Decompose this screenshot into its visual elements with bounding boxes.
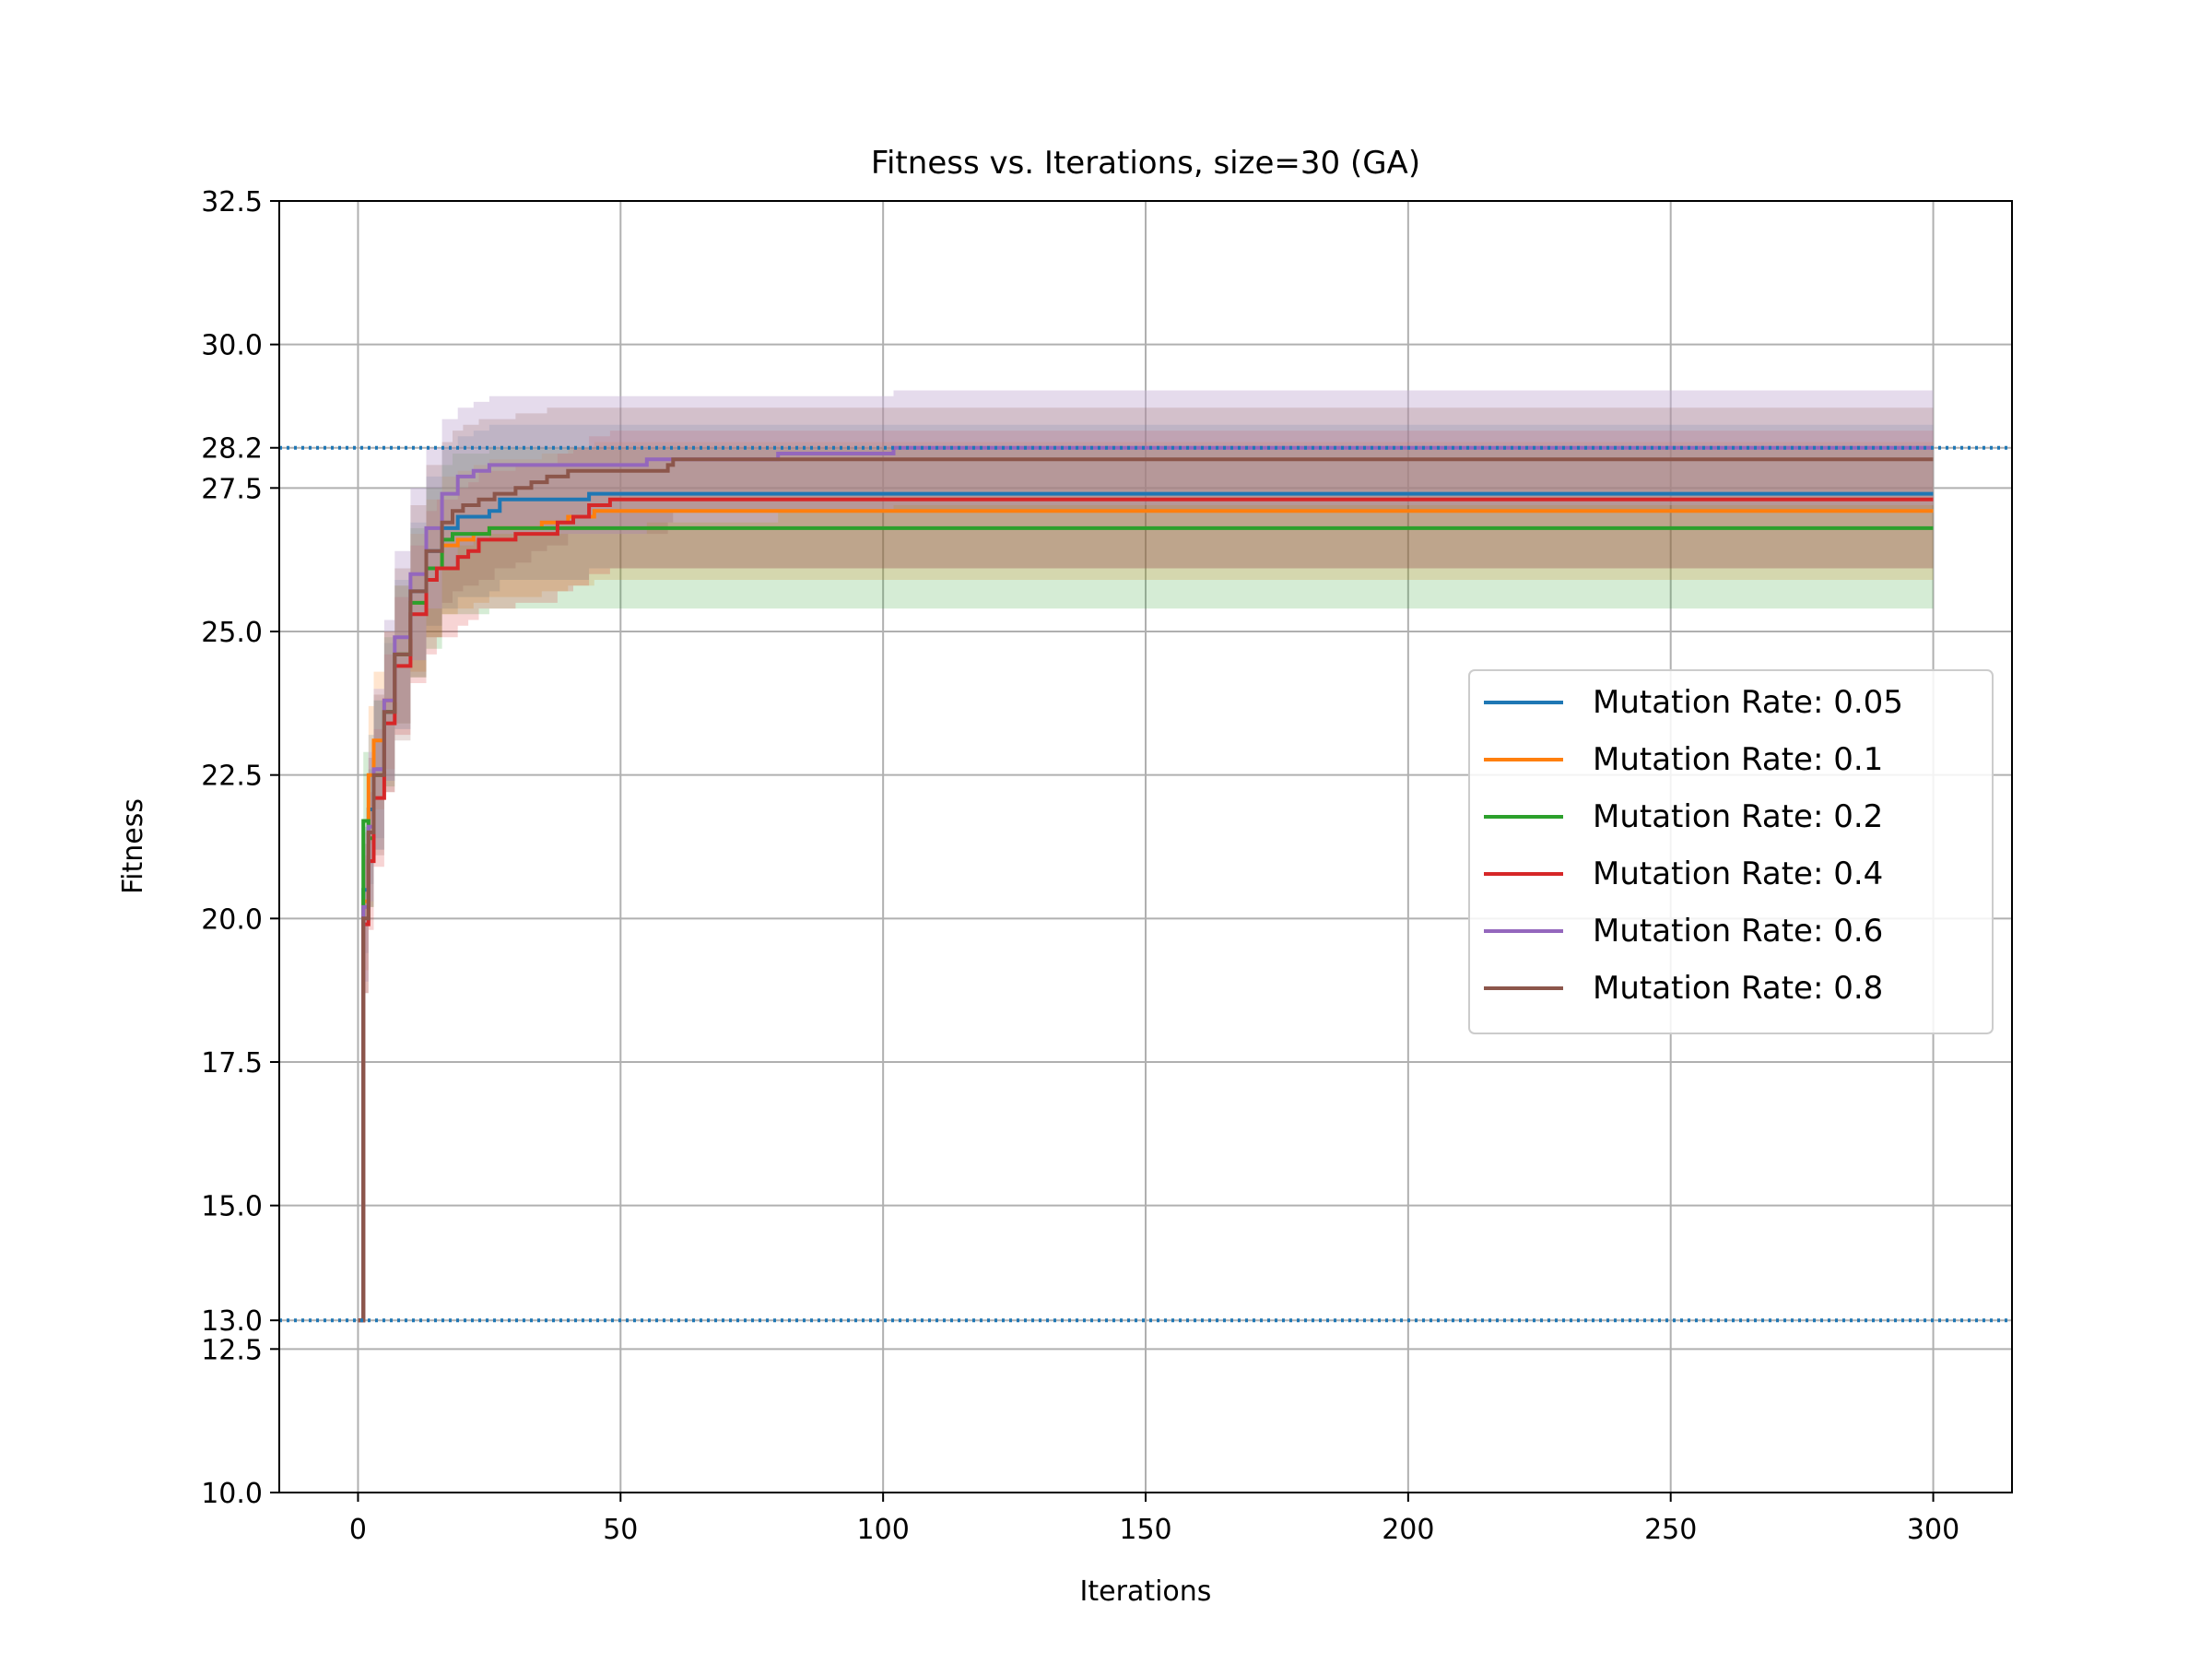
x-tick-label: 250 (1644, 1514, 1697, 1546)
legend-label: Mutation Rate: 0.1 (1593, 741, 1883, 778)
legend-label: Mutation Rate: 0.4 (1593, 856, 1883, 892)
y-axis-label: Fitness (117, 798, 149, 894)
legend-label: Mutation Rate: 0.2 (1593, 798, 1883, 835)
x-axis-label: Iterations (1080, 1575, 1212, 1608)
series-line (358, 445, 1934, 1323)
confidence-band (358, 431, 1934, 1321)
x-tick-label: 0 (349, 1514, 367, 1546)
series-line (358, 497, 1934, 1323)
x-tick-label: 100 (857, 1514, 910, 1546)
axis-ticks: 0 50 100 150 200 250 300 10.0 12.513.0 15.0 17.5 20… (201, 186, 1959, 1546)
legend: Mutation Rate: 0.05 Mutation Rate: 0.1 Mut… (1468, 669, 1994, 1034)
chart-title: Fitness vs. Iterations, size=30 (GA) (871, 145, 1420, 182)
confidence-band (358, 390, 1934, 1321)
x-tick-label: 300 (1907, 1514, 1959, 1546)
legend-box (1468, 669, 1994, 1034)
series-line (358, 509, 1934, 1323)
series-line (358, 457, 1934, 1323)
y-tick-label: 22.5 (201, 761, 263, 793)
y-tick-label: 10.0 (201, 1478, 263, 1510)
y-tick-label: 15.0 (201, 1191, 263, 1223)
y-tick-label: 30.0 (201, 330, 263, 362)
y-tick-label: 12.5 (201, 1334, 263, 1366)
confidence-band (358, 424, 1934, 1321)
y-tick-label: 27.5 (201, 473, 263, 505)
y-tick-label: 28.2 (201, 433, 263, 466)
legend-label: Mutation Rate: 0.05 (1593, 684, 1903, 721)
y-tick-label: 13.0 (201, 1305, 263, 1338)
y-tick-label: 20.0 (201, 903, 263, 936)
y-tick-label: 17.5 (201, 1047, 263, 1080)
series-lines (358, 445, 1934, 1323)
y-tick-label: 25.0 (201, 617, 263, 649)
x-tick-label: 50 (603, 1514, 638, 1546)
y-tick-label: 32.5 (201, 186, 263, 218)
legend-label: Mutation Rate: 0.6 (1593, 913, 1883, 950)
reference-lines (279, 445, 2012, 1323)
x-tick-label: 200 (1382, 1514, 1434, 1546)
x-tick-label: 150 (1119, 1514, 1171, 1546)
legend-label: Mutation Rate: 0.8 (1593, 970, 1883, 1007)
